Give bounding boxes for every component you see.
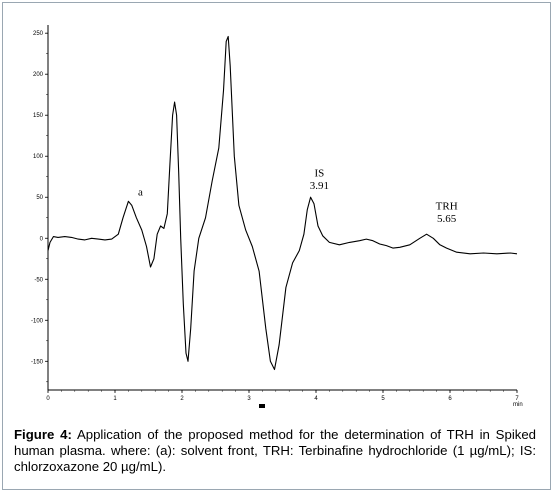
x-tick-label: 3 — [247, 396, 251, 402]
y-tick-label: 100 — [33, 154, 44, 160]
peak-annotation: 5.65 — [437, 213, 457, 225]
x-tick-label: 1 — [113, 396, 117, 402]
y-tick-label: 150 — [33, 113, 44, 119]
peak-annotation: TRH — [436, 201, 458, 213]
y-tick-label: 50 — [36, 195, 43, 201]
caption-text: Application of the proposed method for t… — [14, 427, 537, 474]
y-tick-label: 200 — [33, 72, 44, 78]
x-tick-label: 4 — [314, 396, 318, 402]
x-tick-label: 6 — [448, 396, 452, 402]
x-tick-label: 0 — [46, 396, 50, 402]
axis-marker — [259, 404, 265, 408]
y-tick-label: 250 — [33, 31, 44, 37]
figure-frame — [2, 2, 551, 490]
x-axis-label: min — [513, 402, 523, 408]
y-tick-label: -50 — [34, 277, 43, 283]
peak-annotation: 3.91 — [310, 180, 329, 192]
x-tick-label: 2 — [180, 396, 184, 402]
y-tick-label: -100 — [31, 318, 44, 324]
y-tick-label: 0 — [40, 236, 44, 242]
chromatogram-trace — [47, 35, 518, 371]
peak-annotation: IS — [314, 168, 324, 180]
caption-label: Figure 4: — [14, 427, 72, 442]
y-tick-label: -150 — [31, 359, 44, 365]
x-tick-label: 5 — [381, 396, 385, 402]
peak-annotation: a — [138, 187, 143, 199]
figure-caption: Figure 4: Application of the proposed me… — [14, 427, 536, 475]
x-tick-label: 7 — [515, 396, 519, 402]
